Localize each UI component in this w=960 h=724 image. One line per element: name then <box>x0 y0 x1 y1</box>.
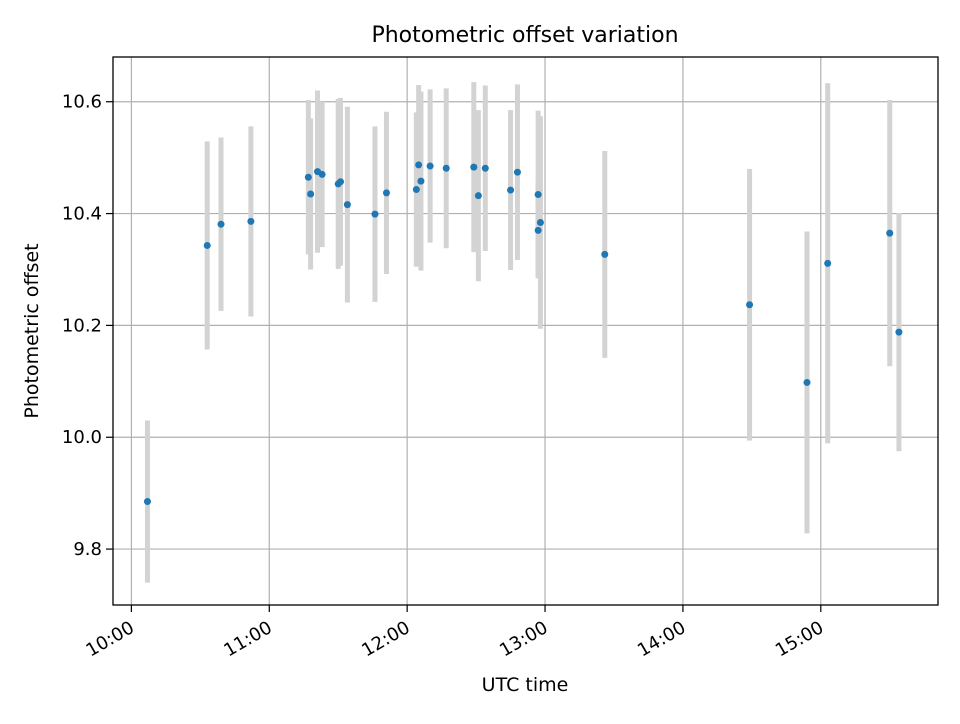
x-tick-label: 15:00 <box>772 617 827 661</box>
data-point <box>886 229 894 237</box>
data-point <box>307 190 315 198</box>
data-point <box>426 162 434 170</box>
x-tick-label: 10:00 <box>82 617 137 661</box>
y-axis-ticks: 9.8 10.0 10.2 10.4 10.6 <box>62 92 113 560</box>
x-axis-label: UTC time <box>482 674 569 696</box>
data-point <box>824 259 832 267</box>
data-point <box>803 378 811 386</box>
data-point <box>534 226 542 234</box>
y-tick-label: 9.8 <box>73 539 102 560</box>
data-point <box>895 328 903 336</box>
data-point <box>304 173 312 181</box>
x-axis-ticks: 10:00 11:00 12:00 13:00 14:00 15:00 <box>82 605 827 661</box>
data-point <box>536 219 544 227</box>
data-point <box>474 192 482 200</box>
data-point <box>507 186 515 194</box>
data-point <box>415 161 423 169</box>
data-point <box>217 220 225 228</box>
data-point <box>318 170 326 178</box>
x-tick-label: 14:00 <box>634 617 689 661</box>
grid-lines <box>113 57 938 605</box>
data-point <box>513 168 521 176</box>
chart-title: Photometric offset variation <box>371 23 678 48</box>
data-point <box>343 201 351 209</box>
data-point <box>382 189 390 197</box>
error-bars <box>144 82 902 583</box>
data-point <box>412 186 420 194</box>
data-point <box>371 210 379 218</box>
data-point <box>481 164 489 172</box>
y-axis-label: Photometric offset <box>21 243 43 418</box>
data-point <box>601 250 609 258</box>
y-tick-label: 10.6 <box>62 92 102 113</box>
data-point <box>534 191 542 199</box>
data-point <box>337 178 345 186</box>
plot-frame <box>112 56 939 606</box>
data-point <box>203 241 211 249</box>
data-point <box>470 163 478 171</box>
x-tick-label: 11:00 <box>220 617 275 661</box>
data-point <box>417 177 425 185</box>
y-tick-label: 10.2 <box>62 315 102 336</box>
data-point <box>442 164 450 172</box>
data-point <box>247 217 255 225</box>
x-tick-label: 13:00 <box>496 617 551 661</box>
y-tick-label: 10.4 <box>62 204 102 225</box>
data-points <box>143 161 903 506</box>
x-tick-label: 12:00 <box>358 617 413 661</box>
y-tick-label: 10.0 <box>62 427 102 448</box>
data-point <box>143 498 151 506</box>
data-point <box>746 301 754 309</box>
